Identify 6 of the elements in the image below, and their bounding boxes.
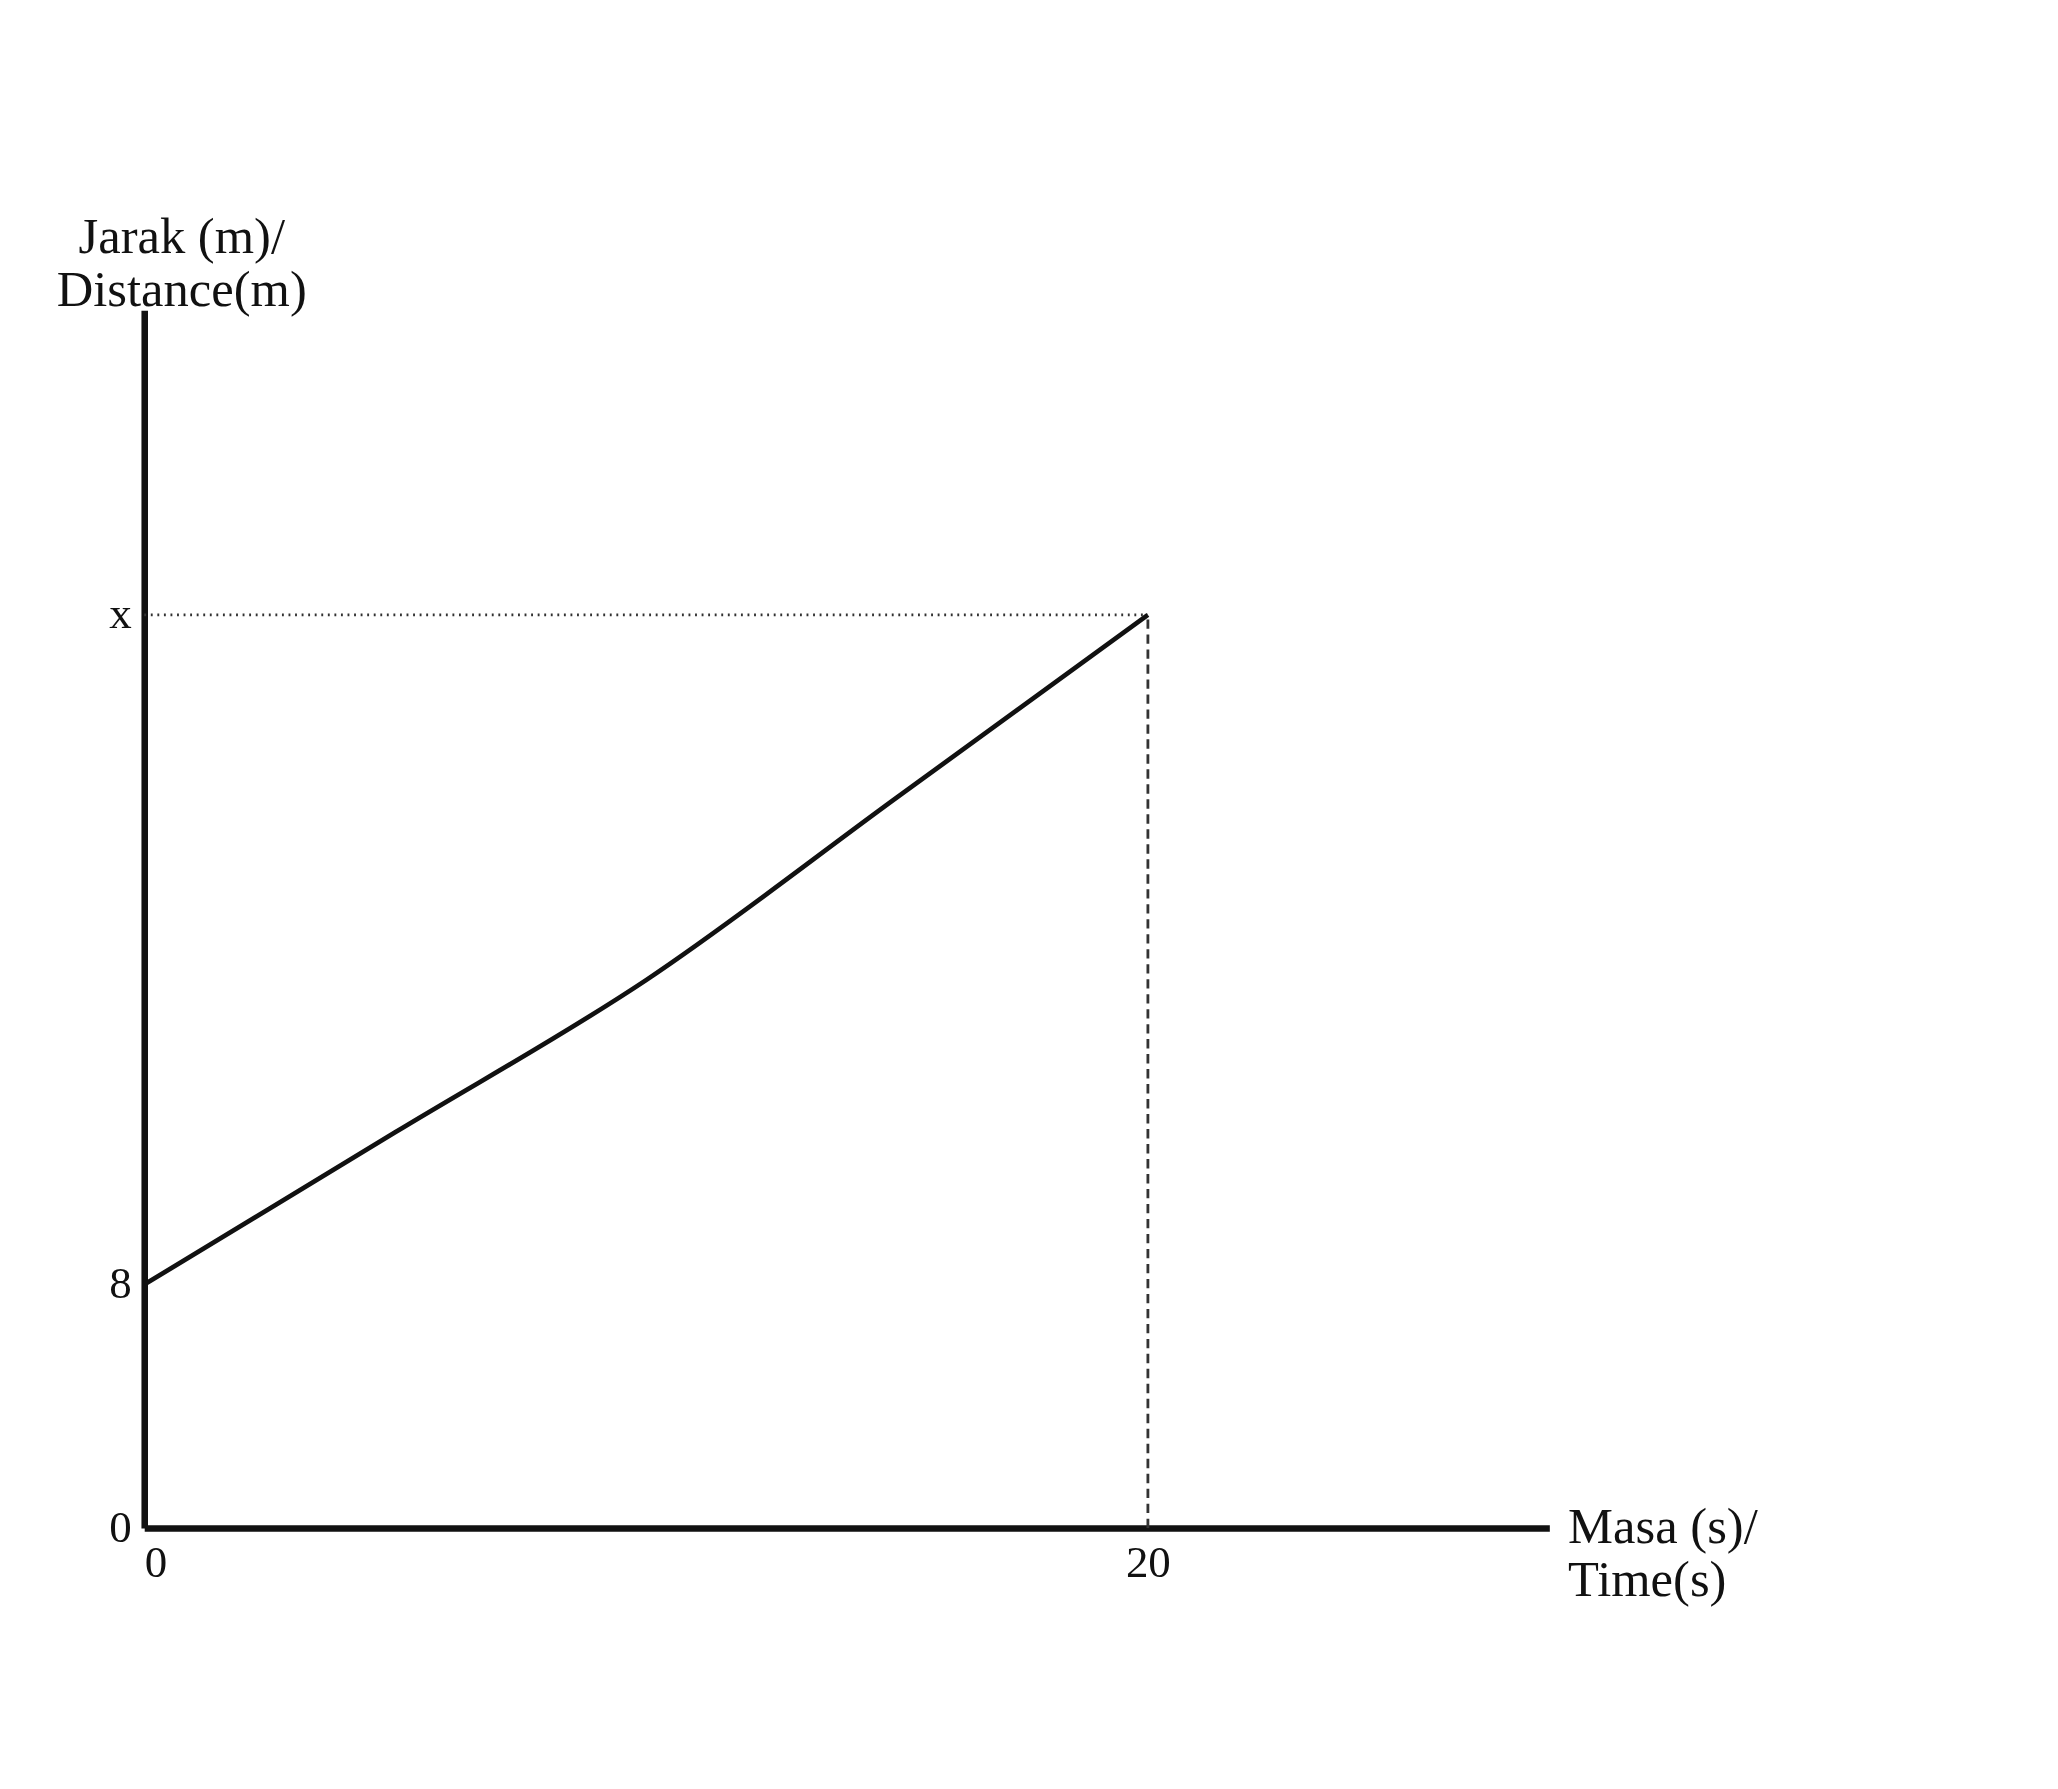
y-tick-label: 8 [109,1258,132,1309]
y-axis-title: Jarak (m)/ Distance(m) [56,208,307,317]
x-axis-title: Masa (s)/ Time(s) [1568,1498,1759,1607]
y-tick-label: x [109,588,132,639]
y-tick-label: 0 [109,1501,132,1552]
x-tick-label: 20 [1125,1537,1171,1588]
